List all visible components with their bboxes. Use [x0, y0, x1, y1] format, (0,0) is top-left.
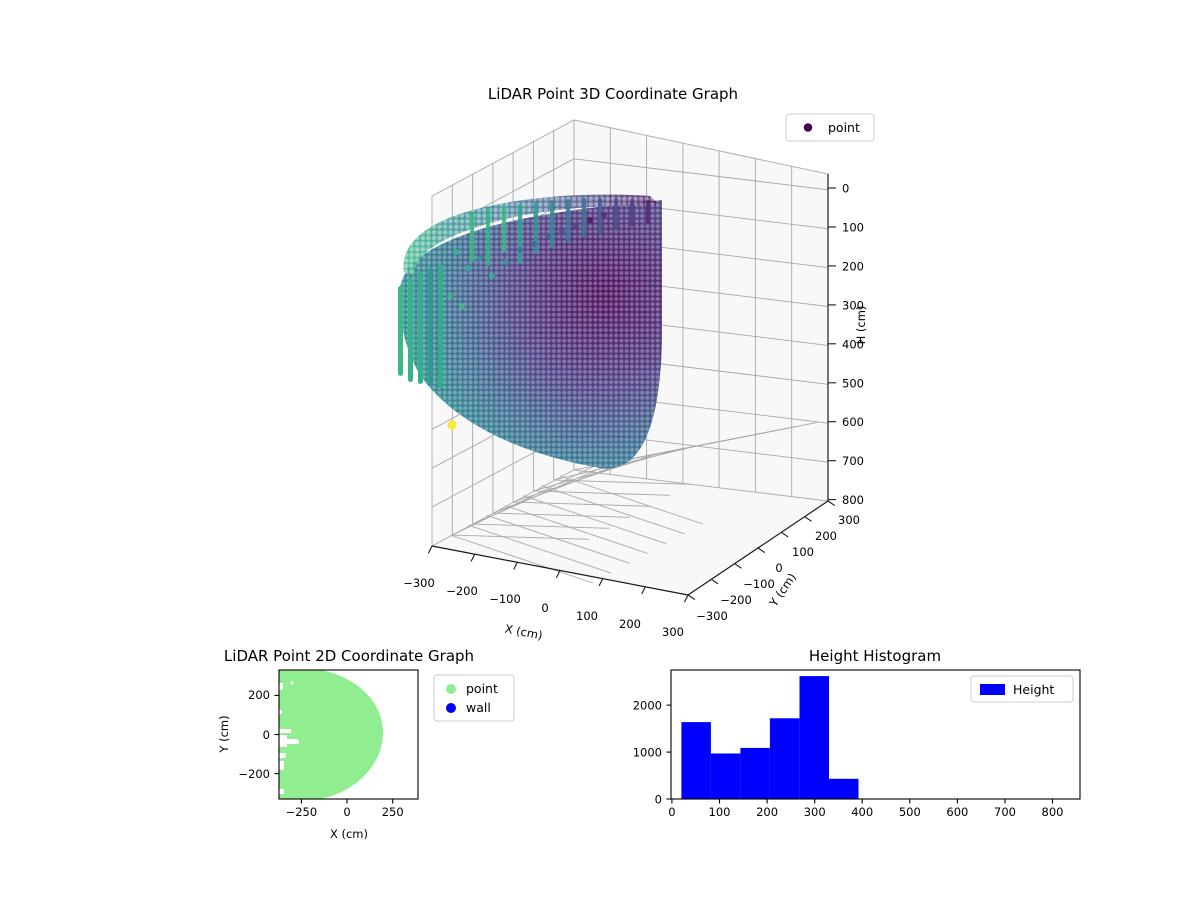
plot3d-title: LiDAR Point 3D Coordinate Graph: [488, 85, 738, 103]
plot2d-y-tick-1: 0: [263, 728, 270, 742]
y-tick-6: 300: [838, 513, 860, 527]
histogram-bar-2: [740, 747, 770, 799]
histogram-bar-4: [799, 676, 829, 799]
histogram-x-ticks: 0 100 200 300 400 500 600 700 800: [668, 799, 1063, 819]
histogram-bars: [681, 676, 859, 799]
plot2d-x-tick-0: −250: [286, 805, 318, 819]
plot2d-title: LiDAR Point 2D Coordinate Graph: [224, 647, 474, 665]
y-ticks: −300 −200 −100 0 100 200 300: [687, 500, 860, 623]
histogram-title: Height Histogram: [809, 647, 941, 665]
legend-histogram[interactable]: Height: [970, 675, 1074, 703]
legend-3d-point-label: point: [828, 120, 860, 135]
z-tick-2: 200: [842, 259, 864, 273]
grid-floor: [450, 421, 818, 584]
plot2d-x-ticks: −250 0 250: [286, 799, 404, 819]
x-tick-6: 300: [662, 625, 684, 639]
pane-floor: [432, 470, 828, 595]
inner-columns: [447, 198, 651, 309]
left-columns: [398, 264, 443, 388]
axes-3d: LiDAR Point 3D Coordinate Graph: [398, 85, 875, 643]
z-tick-3: 300: [842, 298, 864, 312]
shell-rim-dots: [403, 194, 660, 276]
outlier-point: [447, 420, 457, 430]
point-cloud-3d: [398, 194, 662, 469]
histogram-bar-1: [710, 753, 741, 799]
histogram-bar-3: [769, 718, 800, 799]
z-tick-7: 700: [842, 454, 864, 468]
histogram-spines: [670, 669, 1081, 800]
y-tick-0: −300: [696, 609, 728, 623]
z-tick-1: 100: [842, 221, 864, 235]
legend-histogram-box[interactable]: [970, 675, 1074, 703]
plot2d-y-tick-0: −200: [238, 767, 270, 781]
x-tick-5: 200: [619, 617, 641, 631]
axes-histogram: Height Histogram 0: [633, 647, 1081, 819]
legend-2d-wall-label: wall: [466, 700, 491, 715]
y-tick-5: 200: [815, 529, 837, 543]
y-tick-4: 100: [792, 545, 814, 559]
histogram-x-tick-4: 400: [851, 805, 873, 819]
histogram-x-tick-3: 300: [804, 805, 826, 819]
z-tick-8: 800: [842, 493, 864, 507]
plot2d-x-tick-2: 250: [382, 805, 404, 819]
x-tick-1: −200: [446, 584, 478, 598]
grid-floor-main: [452, 479, 691, 540]
legend-2d[interactable]: point wall: [433, 674, 515, 722]
plot2d-y-tick-2: 200: [248, 688, 270, 702]
legend-3d-box[interactable]: [785, 113, 875, 142]
x-tick-3: 0: [541, 601, 548, 615]
z-tick-6: 600: [842, 415, 864, 429]
histogram-x-tick-6: 600: [946, 805, 968, 819]
plot2d-x-label: X (cm): [330, 827, 368, 841]
z-tick-5: 500: [842, 376, 864, 390]
histogram-x-tick-5: 500: [899, 805, 921, 819]
z-tick-4: 400: [842, 337, 864, 351]
x-tick-0: −300: [403, 576, 435, 590]
y-tick-1: −200: [720, 593, 752, 607]
histogram-y-tick-2: 2000: [633, 699, 662, 713]
histogram-y-ticks: 0 1000 2000: [633, 699, 671, 807]
x-tick-2: −100: [489, 592, 521, 606]
plot2d-y-ticks: −200 0 200: [238, 688, 279, 781]
x-tick-4: 100: [576, 609, 598, 623]
legend-2d-wall-marker: [446, 703, 456, 713]
plot2d-points: [279, 670, 384, 799]
histogram-y-tick-0: 0: [655, 793, 662, 807]
legend-2d-point-label: point: [466, 681, 498, 696]
legend-2d-point-marker: [446, 684, 456, 694]
histogram-x-tick-1: 100: [709, 805, 731, 819]
histogram-x-tick-8: 800: [1042, 805, 1064, 819]
x-ticks: −300 −200 −100 0 100 200 300: [403, 545, 689, 639]
legend-histogram-height-swatch: [980, 684, 1005, 695]
plot2d-x-tick-1: 0: [343, 805, 350, 819]
legend-3d-point-marker: [803, 123, 813, 132]
histogram-bar-0: [681, 722, 711, 799]
y-tick-2: −100: [743, 577, 775, 591]
axes-2d: LiDAR Point 2D Coordinate Graph: [217, 647, 515, 841]
z-ticks: 0 100 200 300 400 500 600 700 800: [828, 182, 864, 507]
histogram-y-tick-1: 1000: [633, 746, 662, 760]
histogram-x-tick-0: 0: [668, 805, 675, 819]
histogram-bar-5: [829, 778, 859, 799]
legend-histogram-height-label: Height: [1013, 682, 1054, 697]
z-axis-label: H (cm): [854, 306, 868, 345]
histogram-x-tick-2: 200: [756, 805, 778, 819]
y-tick-3: 0: [775, 561, 782, 575]
plot2d-y-label: Y (cm): [217, 715, 231, 753]
histogram-x-tick-7: 700: [994, 805, 1016, 819]
z-tick-0: 0: [842, 182, 849, 196]
legend-3d[interactable]: point: [785, 113, 875, 142]
